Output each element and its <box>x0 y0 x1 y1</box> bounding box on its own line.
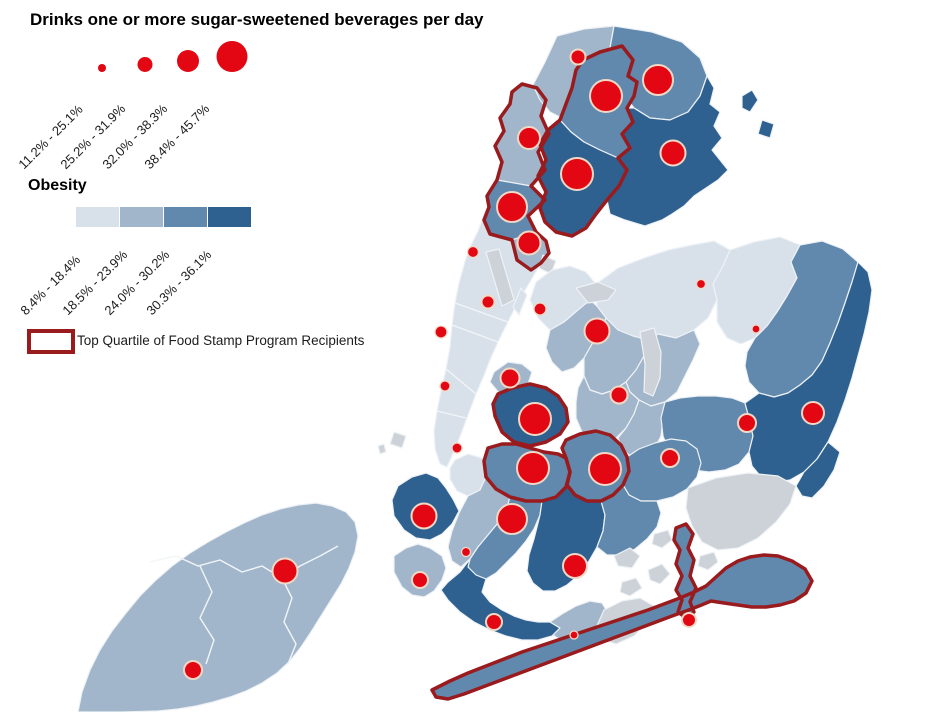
beverage-circle-flushing <box>695 278 707 290</box>
obesity-swatch-1 <box>120 207 164 227</box>
district-bk-bensonhurst-coney <box>440 558 561 641</box>
beverage-circle-north-staten-island <box>271 557 299 585</box>
district-boundary-line-6 <box>436 410 467 419</box>
beverage-circle-east-new-york <box>660 448 680 468</box>
obesity-swatch-0 <box>76 207 120 227</box>
district-qn-jfk-airport <box>685 472 797 551</box>
food-stamp-outline-bedford-stuyvesant <box>482 442 572 503</box>
beverage-legend-circle-3 <box>216 41 248 72</box>
food-stamp-legend-label: Top Quartile of Food Stamp Program Recip… <box>77 333 365 348</box>
beverage-circle-williamsburg <box>518 402 552 436</box>
beverage-circle-lower-manhattan <box>451 442 463 454</box>
district-boundary-line-5 <box>445 368 477 395</box>
district-mn-roosevelt-island <box>512 287 528 316</box>
district-boundary-line-4 <box>451 324 499 343</box>
beverage-legend-title: Drinks one or more sugar-sweetened bever… <box>30 10 484 29</box>
food-stamp-outline-bushwick <box>560 429 631 503</box>
beverage-circle-jackson-heights <box>583 317 611 345</box>
beverage-circle-jamaica <box>801 401 825 425</box>
food-stamp-outline-south-bronx <box>536 44 639 238</box>
beverage-circle-kingsbridge <box>569 48 587 66</box>
beverage-circle-upper-west-side <box>466 245 480 259</box>
district-staten-island <box>77 502 359 712</box>
district-bk-canarsie <box>596 484 662 556</box>
beverage-circle-sheepshead-bay <box>569 630 579 640</box>
beverage-circle-south-staten-island <box>183 660 203 680</box>
district-qn-springfield <box>795 441 841 499</box>
district-boundary-line-1 <box>281 577 297 665</box>
beverage-circle-bayside <box>751 324 761 334</box>
obesity-swatch-2 <box>164 207 208 227</box>
district-qn-laguardia <box>575 281 617 304</box>
beverage-circle-st-albans <box>737 413 757 433</box>
beverage-circle-fordham <box>589 79 623 113</box>
district-bx-city-island <box>741 89 759 113</box>
obesity-swatch-3 <box>208 207 252 227</box>
district-governors-island <box>389 431 407 449</box>
beverage-circle-bushwick <box>588 452 622 486</box>
beverage-circle-rockaways <box>681 612 697 628</box>
beverage-circle-ridgewood <box>609 385 629 405</box>
beverage-circle-upper-east-side <box>480 294 496 310</box>
food-stamp-outline-rockaways <box>430 553 814 701</box>
beverage-circle-central-harlem <box>496 191 528 223</box>
obesity-legend-swatches <box>76 207 252 227</box>
beverage-legend-circle-0 <box>98 64 106 72</box>
beverage-circle-washington-heights <box>517 126 541 150</box>
beverage-legend-circle-2 <box>177 50 199 72</box>
district-jamaica-bay-islet-2 <box>647 563 671 585</box>
district-bx-islet <box>757 119 775 139</box>
beverage-circle-flatbush <box>562 553 588 579</box>
district-jamaica-bay-islet-4 <box>651 529 673 549</box>
beverage-legend-circles <box>98 41 248 72</box>
district-jamaica-bay-islet-5 <box>697 551 719 571</box>
district-boundary-line-2 <box>199 565 215 665</box>
food-stamp-outline-williamsburg <box>491 382 570 448</box>
district-bk-bay-ridge <box>393 543 447 598</box>
beverage-circle-bay-ridge <box>411 571 429 589</box>
beverage-circle-astoria <box>533 302 547 316</box>
beverage-circle-east-harlem <box>516 230 542 256</box>
beverage-circle-borough-park <box>496 503 528 535</box>
district-jamaica-bay-islet-3 <box>619 577 643 597</box>
beverage-circle-park-slope <box>460 546 472 558</box>
obesity-legend-title: Obesity <box>28 177 87 194</box>
beverage-circle-soundview <box>659 139 687 167</box>
beverage-circle-greenpoint <box>499 367 521 389</box>
district-boundary-line-0 <box>149 545 339 579</box>
beverage-circle-sunset-park <box>410 502 438 530</box>
beverage-circle-greenwich-village <box>439 380 451 392</box>
beverage-circle-bedford-stuyvesant <box>516 451 550 485</box>
beverage-circle-northeast-bronx <box>642 64 674 96</box>
beverage-circle-south-bronx <box>560 157 594 191</box>
district-boundary-line-3 <box>454 302 509 323</box>
beverage-circle-coney-island <box>485 613 503 631</box>
food-stamp-legend-swatch <box>27 329 75 354</box>
beverage-circle-chelsea-clinton <box>434 325 448 339</box>
district-mn-central-park <box>485 248 515 307</box>
district-liberty-island <box>377 443 387 455</box>
district-jamaica-bay-islet-1 <box>613 547 641 569</box>
beverage-legend-circle-1 <box>137 57 153 72</box>
district-qn-flushing-meadows <box>639 327 662 397</box>
